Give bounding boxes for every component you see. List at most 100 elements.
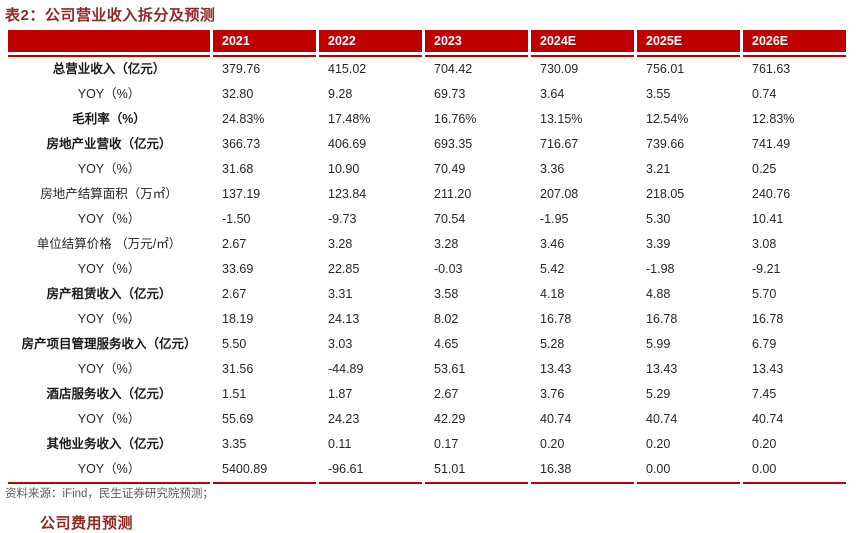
cell-value: -44.89 [316,357,422,382]
bottom-rule [740,482,846,484]
cell-value: 2.67 [210,232,316,257]
cell-value: 207.08 [528,182,634,207]
row-label: 酒店服务收入（亿元） [46,387,172,401]
cell-value: 40.74 [634,407,740,432]
row-label: YOY（%） [77,162,141,176]
cell-value: 1.87 [316,382,422,407]
cell-value: -1.98 [634,257,740,282]
cell-value: 5.70 [740,282,846,307]
cell-value: 22.85 [316,257,422,282]
header-year-cell: 2024E [528,30,634,55]
row-label: 房产项目管理服务收入（亿元） [21,337,197,351]
header-rule [422,55,528,57]
cell-value: 739.66 [634,132,740,157]
cell-value: 693.35 [422,132,528,157]
cell-value: 69.73 [422,82,528,107]
cell-value: 240.76 [740,182,846,207]
cell-value: 31.68 [210,157,316,182]
cell-value: 3.76 [528,382,634,407]
cell-value: 0.00 [740,457,846,482]
cell-value: 2.67 [422,382,528,407]
cell-value: 4.65 [422,332,528,357]
cell-value: 0.20 [634,432,740,457]
header-rule [740,55,846,57]
cell-value: 53.61 [422,357,528,382]
cell-value: 17.48% [316,107,422,132]
cell-value: 730.09 [528,57,634,82]
table-caption: 表2：公司营业收入拆分及预测 [5,7,216,24]
cell-value: 24.23 [316,407,422,432]
cell-value: 0.00 [634,457,740,482]
row-label: YOY（%） [77,412,141,426]
cell-value: -9.21 [740,257,846,282]
bottom-rule [422,482,528,484]
header-year-cell: 2021 [210,30,316,55]
header-rule [528,55,634,57]
cell-value: 42.29 [422,407,528,432]
cell-value: -1.50 [210,207,316,232]
cell-value: 6.79 [740,332,846,357]
cell-value: 5.28 [528,332,634,357]
cell-value: 0.11 [316,432,422,457]
cell-value: 10.41 [740,207,846,232]
cell-value: 5.30 [634,207,740,232]
cell-value: 12.83% [740,107,846,132]
header-year-cell: 2022 [316,30,422,55]
cell-value: 3.31 [316,282,422,307]
cell-value: 13.43 [528,357,634,382]
cell-value: 70.54 [422,207,528,232]
cell-value: 16.78 [528,307,634,332]
cell-value: 5400.89 [210,457,316,482]
row-label: 总营业收入（亿元） [52,62,166,76]
cell-value: 16.78 [740,307,846,332]
row-label: YOY（%） [77,262,141,276]
cell-value: 24.13 [316,307,422,332]
cell-value: -1.95 [528,207,634,232]
cell-value: 3.28 [316,232,422,257]
cell-value: 3.03 [316,332,422,357]
cell-value: 7.45 [740,382,846,407]
cell-value: 3.39 [634,232,740,257]
cell-value: 16.78 [634,307,740,332]
row-label: 房地产结算面积（万㎡） [40,187,178,201]
header-label-cell [8,30,210,55]
cell-value: 3.46 [528,232,634,257]
cell-value: -9.73 [316,207,422,232]
row-label: 其他业务收入（亿元） [46,437,172,451]
cell-value: 3.64 [528,82,634,107]
cell-value: 9.28 [316,82,422,107]
cell-value: 12.54% [634,107,740,132]
bottom-rule [8,482,210,484]
source-note: 资料来源：iFind，民生证券研究院预测； [5,488,214,500]
header-rule [316,55,422,57]
cell-value: 2.67 [210,282,316,307]
cell-value: 16.38 [528,457,634,482]
cell-value: 16.76% [422,107,528,132]
header-rule [634,55,740,57]
cell-value: 51.01 [422,457,528,482]
cell-value: 406.69 [316,132,422,157]
bottom-rule [634,482,740,484]
row-label: 单位结算价格 （万元/㎡） [36,237,182,251]
cell-value: 40.74 [528,407,634,432]
header-rule [210,55,316,57]
cell-value: 415.02 [316,57,422,82]
cell-value: 218.05 [634,182,740,207]
cell-value: 3.21 [634,157,740,182]
cell-value: 3.36 [528,157,634,182]
cell-value: 5.99 [634,332,740,357]
bottom-rule [316,482,422,484]
cell-value: 211.20 [422,182,528,207]
row-label: YOY（%） [77,312,141,326]
cell-value: 3.58 [422,282,528,307]
cell-value: 13.15% [528,107,634,132]
cell-value: 55.69 [210,407,316,432]
cell-value: 3.55 [634,82,740,107]
cell-value: 24.83% [210,107,316,132]
cell-value: 0.17 [422,432,528,457]
cell-value: -0.03 [422,257,528,282]
cell-value: 366.73 [210,132,316,157]
row-label: 房地产业营收（亿元） [46,137,172,151]
cell-value: 13.43 [740,357,846,382]
cell-value: 137.19 [210,182,316,207]
